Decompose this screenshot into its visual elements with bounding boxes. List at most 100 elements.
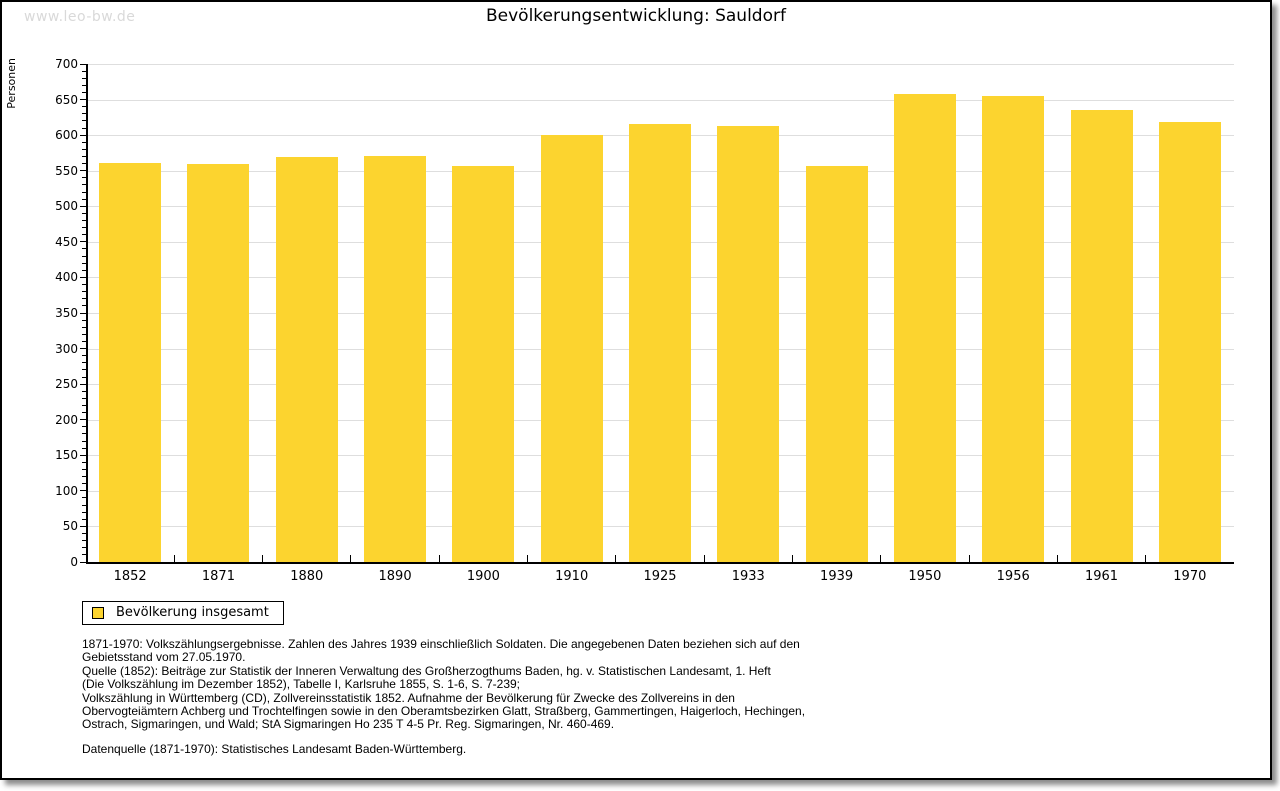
y-minor-tick (82, 340, 86, 342)
x-tick (968, 555, 970, 563)
y-tick-label: 600 (55, 128, 78, 143)
bar (1070, 110, 1133, 562)
y-minor-tick (82, 412, 86, 414)
x-tick-label: 1890 (378, 569, 412, 584)
y-minor-tick (82, 461, 86, 463)
y-minor-tick (82, 155, 86, 157)
y-minor-tick (82, 326, 86, 328)
y-minor-tick (82, 227, 86, 229)
y-minor-tick (82, 248, 86, 250)
y-minor-tick (82, 184, 86, 186)
y-axis-line (86, 64, 88, 564)
y-minor-tick (82, 518, 86, 520)
x-tick-label: 1939 (820, 569, 854, 584)
y-minor-tick (82, 298, 86, 300)
x-axis-line (86, 562, 1234, 564)
y-minor-tick (82, 369, 86, 371)
y-minor-tick (82, 483, 86, 485)
y-minor-tick (82, 390, 86, 392)
x-tick-label: 1950 (908, 569, 942, 584)
footnote-line: Gebietsstand vom 27.05.1970. (82, 650, 246, 665)
y-minor-tick (82, 77, 86, 79)
y-tick-label: 550 (55, 163, 78, 178)
bar (364, 155, 427, 562)
y-minor-tick (82, 497, 86, 499)
x-tick (880, 555, 882, 563)
y-minor-tick (82, 70, 86, 72)
y-minor-tick (82, 284, 86, 286)
y-minor-tick (82, 255, 86, 257)
x-tick-label: 1880 (290, 569, 324, 584)
footnote-line: (Die Volkszählung im Dezember 1852), Tab… (82, 677, 521, 692)
footnote-line: Obervogteiämtern Achberg und Trochtelfin… (82, 704, 806, 719)
y-minor-tick (82, 469, 86, 470)
bar (540, 135, 603, 562)
x-tick (438, 555, 440, 563)
page-title: Bevölkerungsentwicklung: Sauldorf (486, 6, 786, 26)
x-tick (527, 555, 529, 563)
y-major-tick (80, 525, 86, 527)
y-major-tick (80, 241, 86, 243)
legend: Bevölkerung insgesamt (82, 601, 284, 625)
y-tick-label: 0 (70, 555, 78, 569)
bar (99, 162, 162, 562)
y-tick-label: 400 (55, 270, 78, 285)
y-minor-tick (82, 404, 86, 406)
x-tick-label: 1970 (1173, 569, 1207, 584)
y-minor-tick (82, 397, 86, 399)
y-major-tick (80, 312, 86, 314)
footnotes: 1871-1970: Volkszählungsergebnisse. Zahl… (82, 637, 1232, 732)
y-minor-tick (82, 476, 86, 478)
y-minor-tick (82, 540, 86, 542)
y-minor-tick (82, 533, 86, 535)
bar (187, 164, 250, 562)
y-tick-label: 250 (55, 377, 78, 392)
bar (452, 165, 515, 562)
bar (717, 125, 780, 562)
x-tick (791, 555, 793, 563)
y-major-tick (80, 490, 86, 492)
y-minor-tick (82, 220, 86, 221)
bar (805, 166, 868, 562)
bar (982, 96, 1045, 562)
y-tick-label: 100 (55, 483, 78, 498)
y-minor-tick (82, 163, 86, 165)
x-tick (1145, 555, 1147, 563)
y-minor-tick (82, 262, 86, 264)
y-tick-label: 350 (55, 306, 78, 320)
y-minor-tick (82, 362, 86, 364)
y-minor-tick (82, 127, 86, 129)
x-tick-label: 1956 (996, 569, 1030, 584)
y-major-tick (80, 561, 86, 563)
y-tick-label: 700 (55, 57, 78, 71)
y-major-tick (80, 419, 86, 421)
y-minor-tick (82, 148, 86, 150)
bar (1158, 122, 1221, 562)
x-tick (1056, 555, 1058, 563)
y-minor-tick (82, 426, 86, 428)
y-major-tick (80, 63, 86, 65)
x-tick (262, 555, 264, 563)
y-minor-tick (82, 177, 86, 179)
x-tick (350, 555, 352, 563)
y-minor-tick (82, 234, 86, 236)
x-tick-label: 1910 (555, 569, 589, 584)
y-minor-tick (82, 212, 86, 214)
y-minor-tick (82, 433, 86, 435)
watermark: www.leo-bw.de (24, 9, 136, 25)
y-minor-tick (82, 198, 86, 200)
y-major-tick (80, 170, 86, 172)
y-minor-tick (82, 113, 86, 115)
y-tick-label: 150 (55, 448, 78, 463)
y-tick-label: 50 (62, 519, 78, 534)
x-tick-label: 1925 (643, 569, 677, 584)
bar (893, 93, 956, 562)
y-minor-tick (82, 191, 86, 193)
y-tick-label: 200 (55, 412, 78, 427)
footnote-line: Volkszählung in Württemberg (CD), Zollve… (82, 690, 735, 705)
x-tick-label: 1933 (731, 569, 765, 584)
y-major-tick (80, 348, 86, 350)
y-minor-tick (82, 333, 86, 335)
y-minor-tick (82, 91, 86, 93)
y-minor-tick (82, 141, 86, 143)
